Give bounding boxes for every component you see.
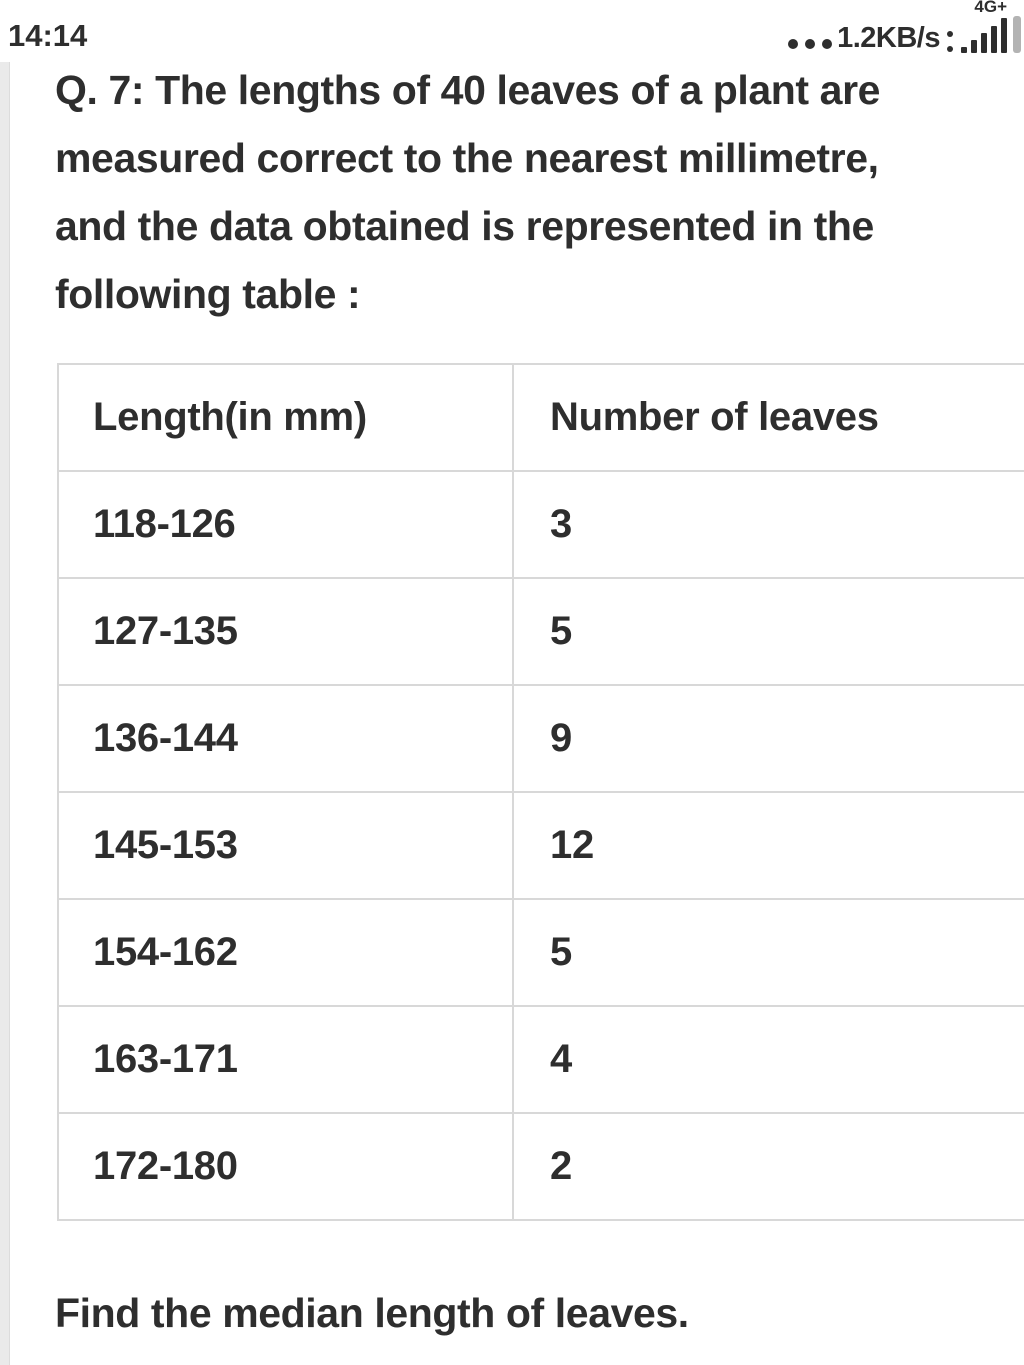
leaf-count-cell: 5: [512, 898, 1024, 1007]
length-range-cell: 172-180: [57, 1112, 514, 1221]
table-row: 172-180 2: [57, 1112, 1024, 1221]
question-line: and the data obtained is represented in …: [55, 203, 874, 249]
table-row: 127-135 5: [57, 577, 1024, 686]
notification-dots-icon: [788, 39, 833, 49]
length-range-cell: 127-135: [57, 577, 514, 686]
length-range-cell: 136-144: [57, 684, 514, 793]
clock-text: 14:14: [8, 18, 88, 53]
battery-icon: [1013, 16, 1021, 53]
table-row: 145-153 12: [57, 791, 1024, 900]
leaf-count-cell: 2: [512, 1112, 1024, 1221]
signal-bars-icon: [961, 18, 1007, 53]
table-row: 136-144 9: [57, 684, 1024, 793]
length-range-cell: 118-126: [57, 470, 514, 579]
question-prompt: Find the median length of leaves.: [55, 1290, 689, 1336]
question-text: Q. 7: The lengths of 40 leaves of a plan…: [55, 56, 880, 328]
question-line: following table :: [55, 271, 361, 317]
leaf-count-cell: 5: [512, 577, 1024, 686]
question-line: Q. 7: The lengths of 40 leaves of a plan…: [55, 67, 881, 113]
length-range-cell: 145-153: [57, 791, 514, 900]
leaf-count-cell: 4: [512, 1005, 1024, 1114]
table-row: 118-126 3: [57, 470, 1024, 579]
leaf-count-cell: 9: [512, 684, 1024, 793]
leaf-count-cell: 12: [512, 791, 1024, 900]
frequency-table: Length(in mm) Number of leaves 118-126 3…: [57, 363, 1024, 1221]
leaf-count-cell: 3: [512, 470, 1024, 579]
length-range-cell: 154-162: [57, 898, 514, 1007]
table-header-row: Length(in mm) Number of leaves: [57, 363, 1024, 472]
length-range-cell: 163-171: [57, 1005, 514, 1114]
column-header-length: Length(in mm): [57, 363, 514, 472]
column-header-leaves: Number of leaves: [512, 363, 1024, 472]
table-row: 154-162 5: [57, 898, 1024, 1007]
sim-dots-icon: [947, 31, 953, 52]
status-icons-cluster: 1.2KB/s 4G+: [788, 0, 1021, 62]
network-speed-text: 1.2KB/s: [837, 22, 940, 54]
question-line: measured correct to the nearest millimet…: [55, 135, 879, 181]
scrollbar-strip[interactable]: [0, 62, 10, 1365]
table-row: 163-171 4: [57, 1005, 1024, 1114]
network-type-label: 4G+: [974, 0, 1007, 16]
signal-indicator: 4G+: [961, 0, 1007, 53]
status-bar: 14:14 1.2KB/s 4G+: [0, 0, 1024, 62]
